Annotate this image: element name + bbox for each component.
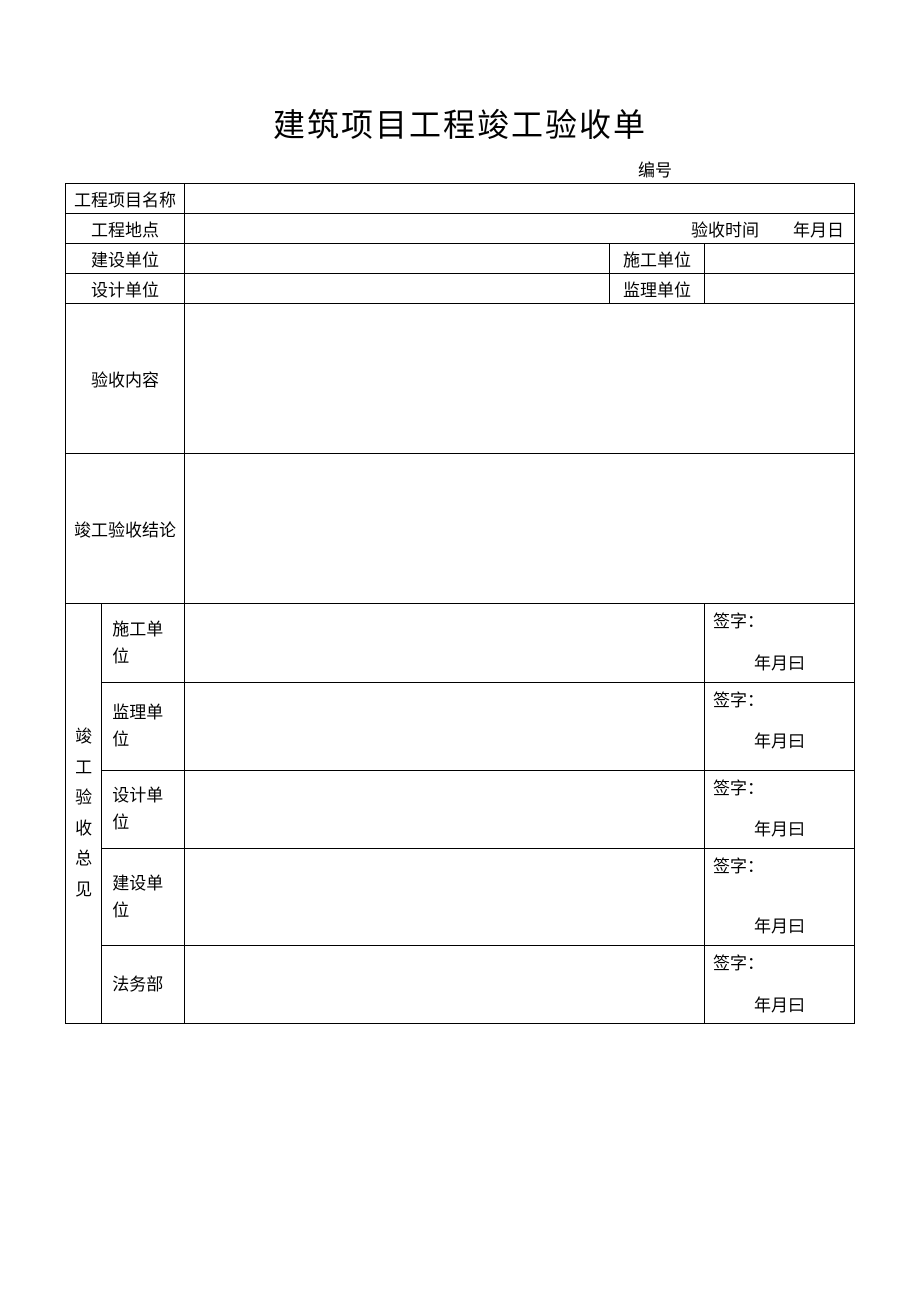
- acceptance-form-table: 工程项目名称 工程地点 验收时间 年月日 建设单位 施工单位 设计单位 监理单位…: [65, 183, 855, 1024]
- document-number-label: 编号: [65, 156, 855, 181]
- signature-label: 签字：: [713, 610, 846, 634]
- design-sub-label: 设计单位: [102, 770, 185, 849]
- supervision-unit-value: [705, 274, 855, 304]
- legal-signature-cell: 签字： 年月曰: [705, 945, 855, 1024]
- signature-label: 签字：: [713, 855, 846, 879]
- owner-sub-label: 建设单位: [102, 849, 185, 946]
- design-signature-cell: 签字： 年月曰: [705, 770, 855, 849]
- table-row: 设计单位 签字： 年月曰: [66, 770, 855, 849]
- signature-date: 年月曰: [713, 915, 846, 939]
- acceptance-content-value: [185, 304, 855, 454]
- design-unit-label: 设计单位: [66, 274, 185, 304]
- signature-date: 年月曰: [713, 994, 846, 1018]
- construction-contractor-label: 施工单位: [610, 244, 705, 274]
- acceptance-time-cell: 验收时间 年月日: [185, 214, 855, 244]
- design-unit-value: [185, 274, 610, 304]
- acceptance-conclusion-value: [185, 454, 855, 604]
- supervision-unit-label: 监理单位: [610, 274, 705, 304]
- table-row: 工程项目名称: [66, 184, 855, 214]
- table-row: 建设单位 施工单位: [66, 244, 855, 274]
- acceptance-time-label: 验收时间: [691, 221, 759, 240]
- acceptance-content-label: 验收内容: [66, 304, 185, 454]
- summary-vertical-label: 竣工验收总见: [66, 604, 102, 1024]
- document-title: 建筑项目工程竣工验收单: [65, 100, 855, 146]
- table-row: 竣工验收总见 施工单位 签字： 年月曰: [66, 604, 855, 683]
- signature-label: 签字：: [713, 952, 846, 976]
- legal-sub-label: 法务部: [102, 945, 185, 1024]
- acceptance-conclusion-label: 竣工验收结论: [66, 454, 185, 604]
- construction-contractor-value: [705, 244, 855, 274]
- table-row: 建设单位 签字： 年月曰: [66, 849, 855, 946]
- signature-date: 年月曰: [713, 818, 846, 842]
- signature-date: 年月曰: [713, 730, 846, 754]
- design-opinion-value: [185, 770, 705, 849]
- table-row: 法务部 签字： 年月曰: [66, 945, 855, 1024]
- contractor-signature-cell: 签字： 年月曰: [705, 604, 855, 683]
- project-name-label: 工程项目名称: [66, 184, 185, 214]
- signature-label: 签字：: [713, 689, 846, 713]
- supervision-opinion-value: [185, 682, 705, 770]
- supervision-signature-cell: 签字： 年月曰: [705, 682, 855, 770]
- construction-owner-label: 建设单位: [66, 244, 185, 274]
- supervision-sub-label: 监理单位: [102, 682, 185, 770]
- owner-opinion-value: [185, 849, 705, 946]
- signature-label: 签字：: [713, 777, 846, 801]
- signature-date: 年月曰: [713, 652, 846, 676]
- table-row: 竣工验收结论: [66, 454, 855, 604]
- construction-owner-value: [185, 244, 610, 274]
- legal-opinion-value: [185, 945, 705, 1024]
- table-row: 设计单位 监理单位: [66, 274, 855, 304]
- owner-signature-cell: 签字： 年月曰: [705, 849, 855, 946]
- project-location-label: 工程地点: [66, 214, 185, 244]
- date-format: 年月日: [793, 221, 844, 240]
- table-row: 工程地点 验收时间 年月日: [66, 214, 855, 244]
- project-name-value: [185, 184, 855, 214]
- table-row: 验收内容: [66, 304, 855, 454]
- table-row: 监理单位 签字： 年月曰: [66, 682, 855, 770]
- contractor-sub-label: 施工单位: [102, 604, 185, 683]
- contractor-opinion-value: [185, 604, 705, 683]
